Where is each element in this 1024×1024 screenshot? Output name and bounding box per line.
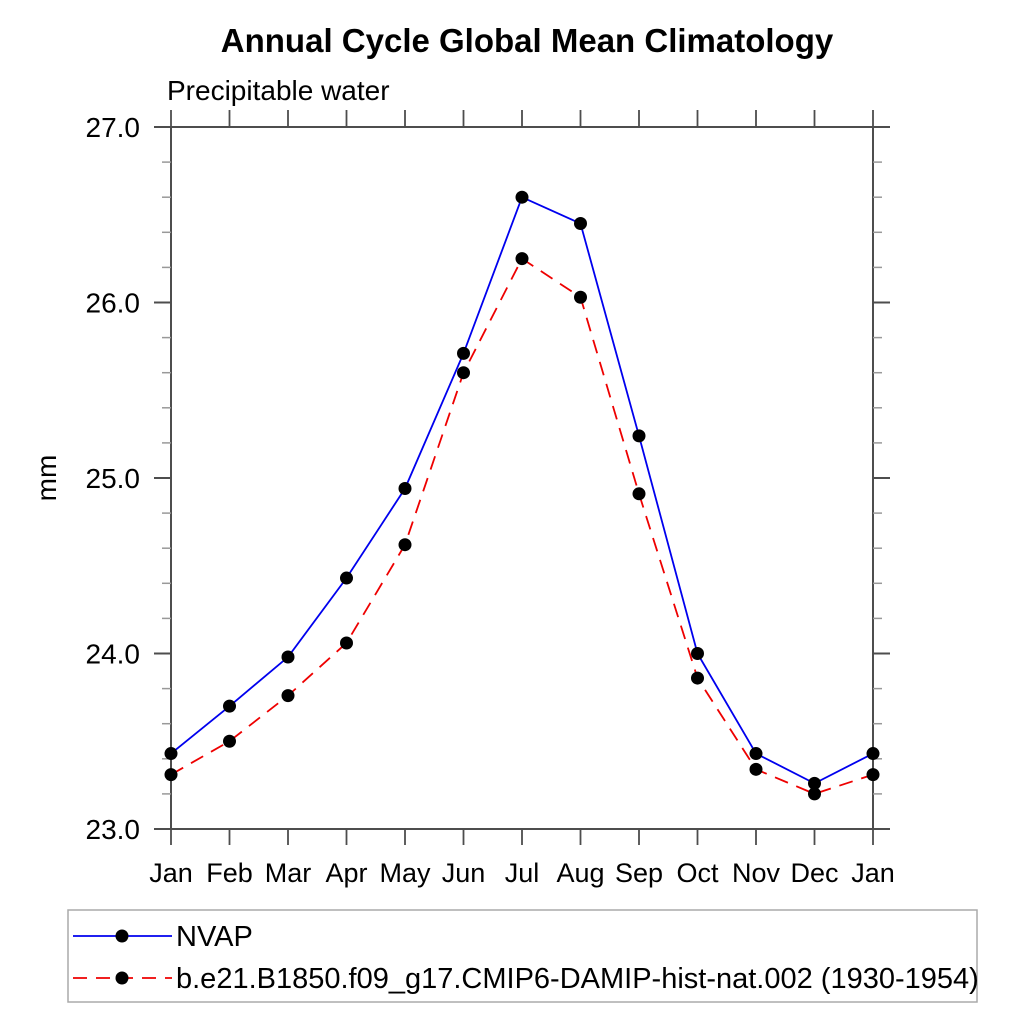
plot-frame bbox=[170, 126, 874, 830]
nvap-data-point-marker bbox=[691, 647, 704, 660]
x-tick-label: Sep bbox=[615, 858, 663, 888]
x-tick-label: Oct bbox=[676, 858, 719, 888]
legend-box bbox=[67, 909, 978, 1003]
nvap-data-point-marker bbox=[866, 747, 880, 761]
y-tick-label: 23.0 bbox=[86, 814, 141, 845]
axes-layer: 23.0 24.0 25.0 26.0 27.0 Jan Feb Mar Apr May Jun Ju… bbox=[86, 110, 895, 888]
chart-title: Annual Cycle Global Mean Climatology bbox=[221, 22, 834, 59]
x-tick-label: Mar bbox=[265, 858, 312, 888]
model-data-point-marker bbox=[808, 787, 821, 801]
y-tick-label: 24.0 bbox=[86, 639, 141, 670]
nvap-data-point-marker bbox=[632, 429, 646, 443]
x-tick-label: Apr bbox=[325, 858, 367, 888]
nvap-data-point-marker bbox=[281, 650, 295, 664]
nvap-data-point-marker bbox=[340, 571, 353, 585]
model-data-point-marker bbox=[340, 636, 353, 650]
x-tick-label: Nov bbox=[732, 858, 781, 888]
model-data-point-marker bbox=[574, 290, 587, 304]
x-tick-label: Jan bbox=[149, 858, 193, 888]
model-data-point-marker bbox=[398, 538, 412, 552]
nvap-data-point-marker bbox=[164, 747, 178, 761]
model-data-point-marker bbox=[749, 762, 763, 776]
model-data-point-marker bbox=[164, 768, 178, 782]
model-data-point-marker bbox=[691, 671, 704, 685]
model-legend-label: b.e21.B1850.f09_g17.CMIP6-DAMIP-hist-nat… bbox=[176, 963, 979, 995]
nvap-data-point-marker bbox=[457, 346, 470, 360]
nvap-data-point-marker bbox=[515, 190, 529, 204]
model-line bbox=[170, 257, 874, 795]
y-axis-title: mm bbox=[31, 455, 62, 502]
nvap-data-point-marker bbox=[808, 776, 821, 790]
legend: NVAP b.e21.B1850.f09_g17.CMIP6-DAMIP-his… bbox=[67, 909, 979, 1003]
y-tick-label: 27.0 bbox=[86, 112, 141, 143]
x-tick-label: Feb bbox=[206, 858, 253, 888]
x-tick-label: Jun bbox=[442, 858, 486, 888]
nvap-data-point-marker bbox=[749, 747, 763, 761]
x-tick-label: May bbox=[379, 858, 431, 888]
x-tick-label: Dec bbox=[790, 858, 838, 888]
y-tick-label: 26.0 bbox=[86, 288, 141, 319]
nvap-legend-label: NVAP bbox=[176, 921, 253, 953]
model-legend-marker bbox=[115, 971, 129, 985]
nvap-data-point-marker bbox=[574, 217, 587, 231]
model-data-point-marker bbox=[223, 734, 236, 748]
y-tick-label: 25.0 bbox=[86, 463, 141, 494]
nvap-legend-marker bbox=[115, 929, 129, 943]
model-data-point-marker bbox=[866, 768, 880, 782]
model-data-point-marker bbox=[515, 252, 529, 266]
series-layer bbox=[164, 190, 880, 801]
model-data-point-marker bbox=[457, 366, 470, 380]
model-data-point-marker bbox=[632, 487, 646, 501]
x-tick-label: Aug bbox=[556, 858, 604, 888]
x-tick-label: Jul bbox=[505, 858, 540, 888]
nvap-data-point-marker bbox=[398, 482, 412, 496]
x-tick-label: Jan bbox=[851, 858, 895, 888]
chart-subtitle: Precipitable water bbox=[167, 75, 390, 106]
nvap-data-point-marker bbox=[223, 699, 236, 713]
model-data-point-marker bbox=[281, 689, 295, 703]
nvap-line bbox=[170, 195, 874, 785]
